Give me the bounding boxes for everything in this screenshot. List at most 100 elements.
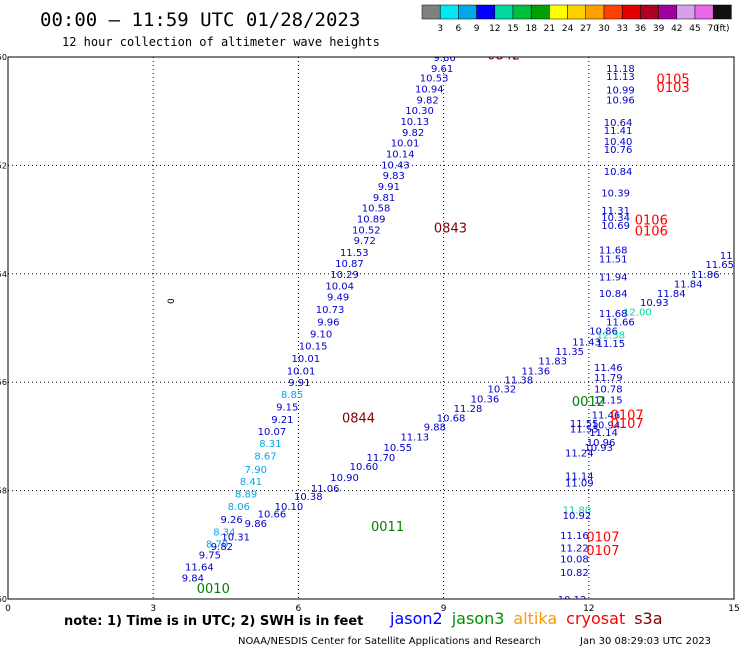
- wave-height-label: 10.84: [604, 167, 633, 178]
- wave-height-label: 10.07: [258, 427, 287, 438]
- wave-height-label: 9.96: [317, 317, 339, 328]
- wave-height-label: 10.01: [391, 139, 420, 150]
- wave-height-label: 11.68: [599, 245, 628, 256]
- wave-height-label: 10.15: [299, 341, 328, 352]
- wave-height-label: 11.66: [606, 317, 635, 328]
- wave-height-label: 8.31: [259, 439, 281, 450]
- wave-height-label: 12.00: [623, 308, 652, 319]
- x-tick-label: 15: [728, 604, 739, 614]
- plot-frame: [7, 56, 735, 600]
- wave-height-label: 10.90: [330, 473, 359, 484]
- track-time-label: 0107: [586, 544, 619, 559]
- contour-label: 0: [165, 298, 175, 304]
- colorbar-tick-label: 33: [616, 24, 627, 34]
- x-tick-label: 9: [441, 604, 447, 614]
- wave-height-label: 10.32: [488, 385, 517, 396]
- wave-height-label: 10.84: [599, 289, 628, 300]
- wave-height-label: 9.86: [433, 53, 455, 64]
- track-times: 0842084308440105010301060106010701070107…: [197, 48, 690, 597]
- wave-height-label: 9.15: [276, 403, 298, 414]
- wave-height-label: 9.72: [354, 236, 376, 247]
- track-time-label: 0844: [342, 411, 375, 426]
- wave-height-label: 8.89: [235, 489, 257, 500]
- wave-height-label: 7.90: [245, 465, 267, 476]
- wave-height-label: 11.06: [311, 484, 340, 495]
- wave-height-label: 10.39: [601, 189, 630, 200]
- colorbar-tick-label: 45: [689, 24, 700, 34]
- colorbar-tick-label: 42: [671, 24, 682, 34]
- colorbar-swatch: [585, 4, 605, 20]
- wave-height-label: 8.34: [213, 527, 235, 538]
- wave-height-label: 10.29: [330, 270, 359, 281]
- wave-height-label: 10.73: [316, 305, 345, 316]
- wave-height-label: 8.70: [206, 540, 228, 551]
- colorbar-swatch: [621, 4, 641, 20]
- wave-height-label: 9.49: [327, 293, 349, 304]
- wave-height-label: 11.24: [565, 449, 594, 460]
- legend-entry-cryosat: cryosat: [566, 609, 625, 628]
- wave-height-label: 8.06: [228, 502, 250, 513]
- wave-height-label: 11.70: [367, 453, 396, 464]
- wave-height-label: 9.10: [310, 329, 332, 340]
- wave-height-label: 9.83: [383, 171, 405, 182]
- wave-height-label: 9.86: [245, 519, 267, 530]
- wave-height-label: 9.82: [211, 542, 233, 553]
- wave-height-label: 11.14: [565, 471, 594, 482]
- colorbar-tick-label: 9: [474, 24, 480, 34]
- wave-height-label: 10.93: [584, 443, 613, 454]
- track-time-label: 0106: [635, 214, 668, 229]
- plot-area: 9.869.6110.5310.949.8210.3010.139.8210.0…: [182, 48, 734, 606]
- colorbar-swatch: [640, 4, 659, 20]
- wave-height-label: 11.53: [340, 248, 369, 259]
- wave-height-label: 11.22: [560, 544, 589, 555]
- wave-height-label: 11.46: [592, 411, 621, 422]
- track-time-label: 0842: [487, 48, 520, 63]
- wave-height-label: 10.36: [471, 394, 500, 405]
- wave-height-label: 9.81: [373, 193, 395, 204]
- wave-height-label: 10.82: [560, 568, 589, 579]
- wave-height-label: 9.82: [402, 128, 424, 139]
- x-tick-label: 12: [583, 604, 594, 614]
- colorbar-swatch: [658, 4, 678, 20]
- wave-height-label: 10.04: [325, 282, 354, 293]
- wave-height-label: 10.13: [400, 117, 429, 128]
- colorbar: 3 6 9 12 15 18 21 24 27 30 33 36 39 42 45 70: [421, 4, 732, 34]
- wave-height-label: 11.68: [599, 309, 628, 320]
- wave-height-label: 10.68: [437, 413, 466, 424]
- wave-height-label: 10.94: [592, 420, 621, 431]
- wave-height-label: 10.14: [386, 149, 415, 160]
- wave-height-label: 10.64: [604, 118, 633, 129]
- colorbar-tick-label: 6: [456, 24, 462, 34]
- wave-height-label: 10.96: [587, 438, 616, 449]
- track-time-label: 0010: [197, 582, 230, 597]
- y-tick-label: -60: [0, 595, 7, 604]
- wave-height-label: 10.66: [258, 509, 287, 520]
- wave-height-label: 10.99: [606, 86, 635, 97]
- wave-height-label: 10.60: [350, 462, 379, 473]
- wave-height-label: 11.43: [572, 338, 601, 349]
- wave-height-label: 10.38: [294, 492, 323, 503]
- colorbar-swatch: [694, 4, 714, 20]
- wave-height-label: 11.28: [454, 404, 483, 415]
- wave-height-label: 9.84: [182, 573, 204, 584]
- wave-height-label: 11.31: [601, 206, 630, 217]
- wave-height-label: 10.55: [383, 443, 412, 454]
- colorbar-tick-label: 27: [580, 24, 591, 34]
- wave-height-label: 9.82: [416, 95, 438, 106]
- wave-height-label: 10.93: [640, 298, 669, 309]
- legend-entry-altika: altika: [513, 609, 557, 628]
- wave-height-label: 9.61: [431, 64, 453, 75]
- wave-height-label: 10.12: [558, 595, 587, 606]
- wave-height-label: 11.18: [606, 64, 635, 75]
- wave-height-label: 11.38: [504, 375, 533, 386]
- wave-height-label: 11.65: [705, 260, 734, 271]
- wave-height-label: 11.64: [185, 562, 214, 573]
- wave-height-label: 11.79: [594, 373, 623, 384]
- wave-height-label: 10.10: [275, 502, 304, 513]
- y-tick-label: -50: [0, 53, 7, 62]
- track-time-label: 0012: [572, 395, 605, 410]
- y-tick-label: -58: [0, 487, 7, 496]
- wave-height-label: 8.67: [254, 451, 276, 462]
- colorbar-swatch: [439, 4, 459, 20]
